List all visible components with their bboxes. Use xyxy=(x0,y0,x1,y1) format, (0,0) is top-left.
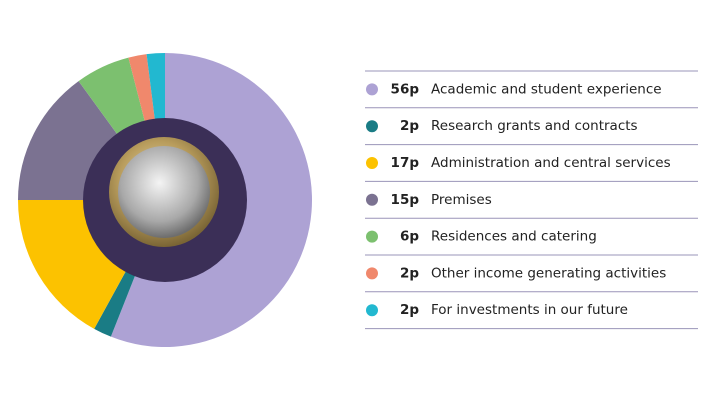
legend-swatch xyxy=(366,120,378,133)
coin-centre xyxy=(118,146,210,238)
legend-label: Research grants and contracts xyxy=(431,118,638,134)
value-label: 2p xyxy=(400,302,419,318)
legend-swatch xyxy=(366,230,378,243)
legend-label: For investments in our future xyxy=(431,302,628,318)
value-label: 2p xyxy=(400,118,419,134)
legend-label: Premises xyxy=(431,192,492,208)
value-label: 17p xyxy=(391,155,420,171)
legend-swatch xyxy=(366,267,378,280)
legend-label: Academic and student experience xyxy=(431,81,662,97)
legend-swatch xyxy=(366,83,378,96)
legend-label: Residences and catering xyxy=(431,229,597,245)
legend-swatch xyxy=(366,157,378,169)
value-label: 2p xyxy=(400,265,419,281)
legend-label: Other income generating activities xyxy=(431,265,666,281)
value-label: 6p xyxy=(400,229,419,245)
value-label: 56p xyxy=(391,81,420,97)
legend-swatch xyxy=(366,193,378,206)
legend-label: Administration and central services xyxy=(431,155,671,171)
legend: 56p Academic and student experience 2p Rese… xyxy=(365,70,698,330)
legend-swatch xyxy=(366,304,378,317)
value-label: 15p xyxy=(391,192,420,208)
